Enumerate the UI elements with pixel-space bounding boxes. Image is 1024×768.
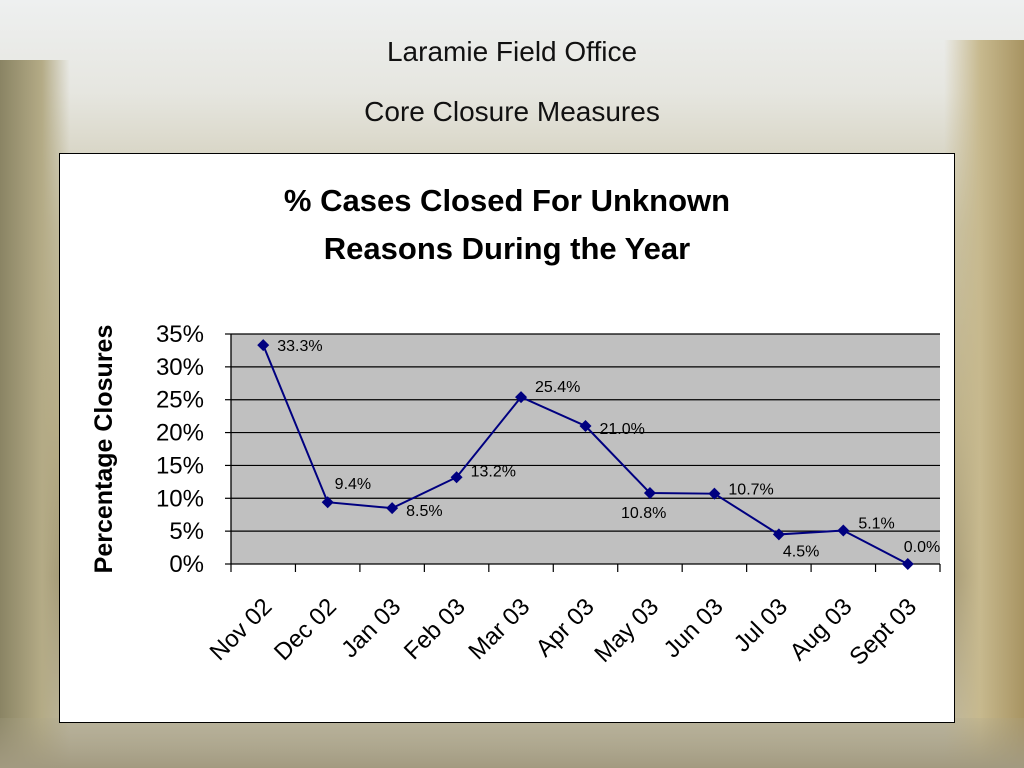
y-tick-label: 35% xyxy=(156,321,204,348)
background-left-cliff xyxy=(0,60,70,768)
data-point xyxy=(643,487,656,500)
background-right-cliff xyxy=(944,40,1024,768)
data-point xyxy=(901,558,914,570)
chart-title-line-2: Reasons During the Year xyxy=(324,231,690,266)
data-label: 5.1% xyxy=(858,515,894,532)
y-axis-label: Percentage Closures xyxy=(90,325,118,574)
y-tick-label: 0% xyxy=(169,551,204,578)
data-label: 33.3% xyxy=(277,338,322,355)
data-label: 8.5% xyxy=(406,503,442,520)
plot-area xyxy=(231,334,940,564)
data-label: 10.8% xyxy=(621,505,666,522)
data-point xyxy=(772,528,785,541)
chart-container: % Cases Closed For Unknown Reasons Durin… xyxy=(59,153,955,723)
data-label: 4.5% xyxy=(783,543,819,560)
slide-title: Laramie Field Office xyxy=(386,36,638,67)
x-tick-label: Jun 03 xyxy=(659,593,729,663)
x-tick-label: Jan 03 xyxy=(336,593,406,663)
y-tick-label: 10% xyxy=(156,485,204,512)
data-label: 10.7% xyxy=(728,482,773,499)
data-label: 21.0% xyxy=(600,421,645,438)
data-point xyxy=(708,487,721,500)
x-tick-label: Dec 02 xyxy=(269,593,342,666)
data-label: 13.2% xyxy=(471,463,516,480)
data-point xyxy=(579,420,592,432)
background-road xyxy=(0,718,1024,768)
data-label: 0.0% xyxy=(904,539,940,556)
data-label: 25.4% xyxy=(535,379,580,396)
x-tick-label: May 03 xyxy=(589,593,664,668)
data-point xyxy=(386,502,399,515)
x-tick-label: Sept 03 xyxy=(844,593,922,671)
x-tick-label: Apr 03 xyxy=(531,593,600,662)
data-point xyxy=(515,391,528,404)
slide-subtitle: Core Closure Measures xyxy=(364,96,660,127)
y-tick-label: 30% xyxy=(156,354,204,381)
data-point xyxy=(321,496,334,509)
y-tick-label: 20% xyxy=(156,420,204,447)
data-label: 9.4% xyxy=(335,476,371,493)
data-point xyxy=(257,339,270,352)
y-tick-label: 15% xyxy=(156,452,204,479)
x-tick-label: Jul 03 xyxy=(729,593,793,657)
line-chart: % Cases Closed For Unknown Reasons Durin… xyxy=(90,183,941,671)
data-point xyxy=(450,471,463,484)
data-point xyxy=(837,524,850,537)
x-tick-label: Mar 03 xyxy=(463,593,535,665)
y-tick-label: 25% xyxy=(156,387,204,414)
chart-title-line-1: % Cases Closed For Unknown xyxy=(284,183,730,218)
x-tick-label: Feb 03 xyxy=(399,593,471,665)
x-tick-label: Nov 02 xyxy=(205,593,278,666)
y-tick-label: 5% xyxy=(169,518,204,545)
